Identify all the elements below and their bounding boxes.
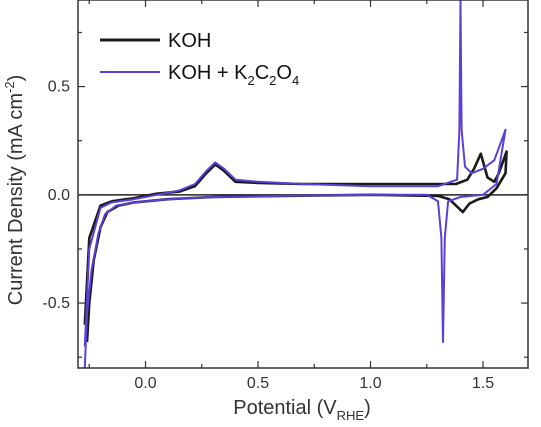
legend-label-part: C <box>255 62 269 84</box>
legend-label-subscript: 2 <box>247 73 254 88</box>
y-axis-title: Current Density (mA cm-2) <box>2 75 27 306</box>
series-line-koh-oxalate <box>83 0 507 368</box>
y-axis-title-close: ) <box>5 75 27 82</box>
y-tick-label: -0.5 <box>42 295 70 312</box>
y-tick-label: 0.5 <box>48 79 70 96</box>
legend-label-subscript: 4 <box>292 73 299 88</box>
plot-frame <box>77 0 529 369</box>
x-axis-title-close: ) <box>364 397 371 419</box>
x-tick-label: 0.5 <box>247 375 269 392</box>
x-tick-label: 1.5 <box>472 375 494 392</box>
y-tick-label: 0.0 <box>48 187 70 204</box>
series-layer <box>83 0 508 368</box>
x-tick-label: 1.0 <box>359 375 381 392</box>
legend-label-part: O <box>276 62 292 84</box>
legend-label-part: KOH + K <box>168 62 248 84</box>
x-axis-title-main: Potential (V <box>233 397 337 419</box>
y-axis-title-main: Current Density (mA cm <box>5 93 27 305</box>
x-axis-title: Potential (VRHE) <box>233 397 371 423</box>
tick-labels: 0.0 0.5 1.0 1.5 -0.5 0.0 0.5 <box>42 79 494 392</box>
legend-label-subscript: 2 <box>269 73 276 88</box>
y-axis-title-sup: -2 <box>2 81 17 93</box>
x-axis-title-sub: RHE <box>337 408 365 423</box>
legend: KOH KOH + K2C2O4 <box>100 30 299 88</box>
legend-label-koh-oxalate: KOH + K2C2O4 <box>168 62 299 88</box>
x-tick-label: 0.0 <box>134 375 156 392</box>
legend-label-koh: KOH <box>168 30 211 52</box>
